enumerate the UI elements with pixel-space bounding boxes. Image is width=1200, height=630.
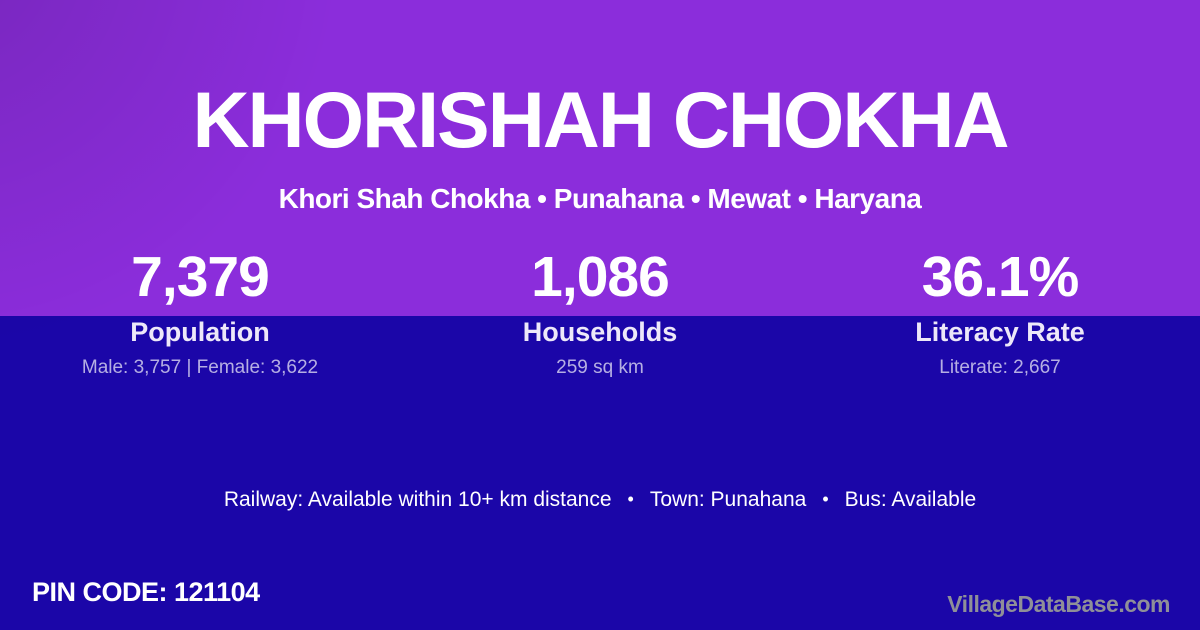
households-value: 1,086 <box>531 245 670 309</box>
bullet-separator: • <box>627 489 634 509</box>
population-value: 7,379 <box>131 245 270 309</box>
amenities-info-line: Railway: Available within 10+ km distanc… <box>0 488 1200 512</box>
village-title: KHORISHAH CHOKHA <box>192 75 1009 164</box>
brand-watermark: VillageDataBase.com <box>947 591 1170 617</box>
households-label: Households <box>522 317 678 347</box>
households-detail: 259 sq km <box>556 357 644 378</box>
town-info: Town: Punahana <box>649 488 807 511</box>
pin-code: PIN CODE: 121104 <box>32 577 260 607</box>
bus-info: Bus: Available <box>844 488 977 511</box>
stat-literacy-rate: 36.1% Literacy Rate Literate: 2,667 <box>800 247 1200 379</box>
stats-row: 7,379 Population Male: 3,757 | Female: 3… <box>0 247 1200 379</box>
literacy-rate-value: 36.1% <box>921 245 1080 309</box>
literacy-rate-label: Literacy Rate <box>915 317 1085 347</box>
location-breadcrumb: Khori Shah Chokha • Punahana • Mewat • H… <box>278 183 922 214</box>
literacy-rate-detail: Literate: 2,667 <box>939 357 1061 378</box>
railway-info: Railway: Available within 10+ km distanc… <box>223 488 612 511</box>
stat-population: 7,379 Population Male: 3,757 | Female: 3… <box>0 247 400 379</box>
population-label: Population <box>130 317 270 347</box>
stat-households: 1,086 Households 259 sq km <box>400 247 800 379</box>
population-detail: Male: 3,757 | Female: 3,622 <box>81 357 319 378</box>
bullet-separator: • <box>822 489 829 509</box>
